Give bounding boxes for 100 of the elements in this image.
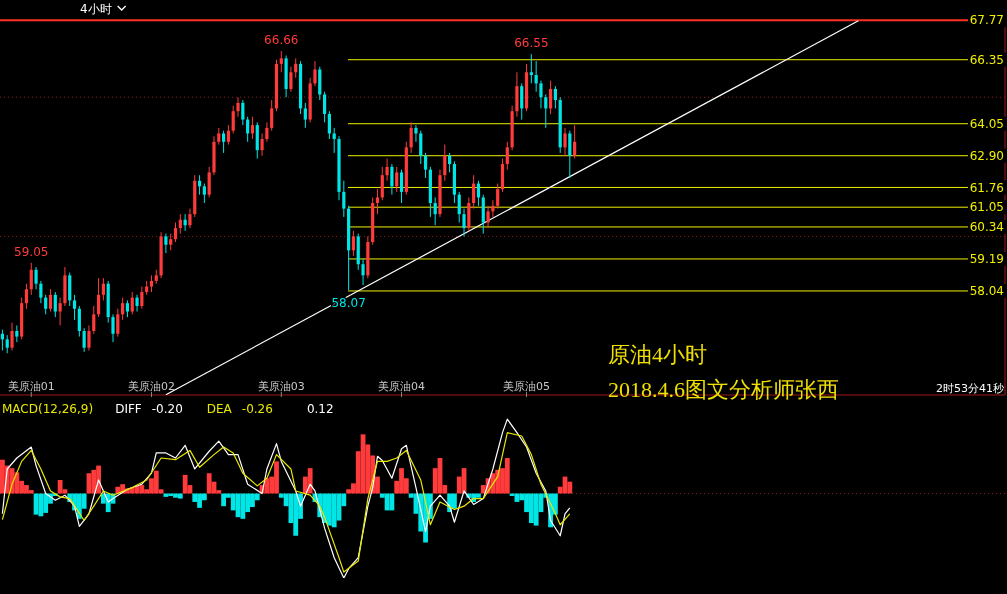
candlestick [135,294,139,313]
candlestick [568,130,572,179]
chart-title: 4小时 [80,2,112,16]
candlestick [241,99,245,126]
candlestick [529,53,533,84]
bar [14,472,20,494]
candlestick [236,96,240,118]
candlestick [472,174,476,210]
candlestick [380,166,384,201]
y-tick-label: 59.19 [969,252,1004,267]
candlestick [222,130,226,154]
candlestick [5,334,9,354]
text: DIFF [115,402,142,416]
x-tick-label: 美原油03 [257,380,305,393]
candlestick [573,124,577,160]
chart-title: MACD(12,26,9) [2,402,94,416]
x-tick-label: 美原油04 [378,380,426,393]
candlestick [419,130,423,165]
text: 0.12 [306,402,334,416]
candlestick [505,141,509,171]
candlestick [553,85,557,109]
annotation: 58.07 [331,296,366,311]
bar [91,469,97,494]
bar [57,479,63,494]
candlestick [202,183,206,204]
candlestick [173,222,178,243]
text: -0.26 [241,402,273,416]
text: -0.20 [151,402,183,416]
bar [163,493,169,497]
bar [240,493,246,519]
bar [567,481,573,494]
bar [153,470,159,494]
candlestick [121,297,125,321]
candlestick [72,294,77,321]
candlestick [351,230,356,257]
candlestick [92,305,96,335]
y-tick-label: 60.34 [969,220,1004,235]
candlestick [265,121,269,143]
candlestick [87,324,91,351]
candlestick [303,102,307,129]
candlestick [82,327,86,353]
candlestick [130,291,134,315]
annotation: 66.66 [264,33,299,48]
annotation: 2018.4.6图文分析师张西 [608,377,839,402]
candlestick [443,144,447,182]
candlestick [96,277,101,318]
candlestick [342,180,346,218]
bar [129,487,135,494]
bar [504,458,510,494]
candlestick [226,124,231,146]
bar [331,493,337,528]
annotation: 59.05 [14,244,49,259]
candlestick [433,196,437,226]
bar [206,473,212,494]
candlestick [361,258,365,286]
candlestick [332,127,336,154]
candlestick [29,262,33,296]
candlestick [399,169,404,204]
candlestick [496,183,500,210]
candlestick [207,166,211,198]
candlestick [260,132,264,157]
y-tick-label: 66.35 [969,52,1004,67]
candlestick [327,110,331,140]
x-tick-label: 美原油01 [7,380,55,393]
candlestick [385,158,389,182]
candlestick [486,205,490,229]
annotation: 2时53分41秒 [936,382,1004,395]
candlestick [548,80,553,115]
candlestick [10,322,14,351]
candlestick [520,82,524,121]
y-tick-label: 61.05 [969,200,1004,215]
candlestick [539,80,543,109]
candlestick [39,280,43,304]
bar [177,493,183,499]
candlestick [462,208,466,237]
candlestick [423,152,428,179]
annotation: 66.55 [514,36,549,51]
candlestick [164,233,168,254]
candlestick [231,105,235,134]
bar [533,493,539,526]
annotation: 原油4小时 [608,342,707,367]
candlestick [457,191,461,223]
candlestick [77,305,81,338]
candlestick [395,166,399,193]
candlestick [101,277,105,301]
bar [182,474,188,494]
candlestick [414,124,418,143]
candlestick [111,313,115,343]
candlestick [44,294,48,315]
candlestick [313,60,317,87]
candlestick [48,288,53,313]
candlestick [390,163,394,196]
text: DEA [206,402,233,416]
candlestick [375,188,380,215]
candlestick [289,66,293,93]
x-tick-label: 美原油02 [127,380,175,393]
x-tick-label: 美原油05 [503,380,551,393]
candlestick [544,94,548,129]
candlestick [24,283,29,310]
candlestick [188,208,192,229]
